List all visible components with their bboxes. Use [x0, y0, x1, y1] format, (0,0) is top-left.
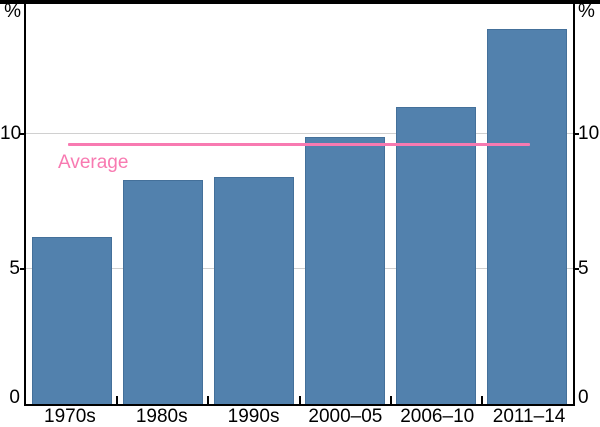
bar-1970s [31, 236, 112, 404]
bar-2000–05 [305, 136, 386, 404]
x-axis-tick [207, 396, 210, 404]
bar-2006–10 [396, 107, 477, 404]
plot-area: Average [24, 2, 575, 406]
top-rule [0, 0, 600, 4]
gridline-5 [26, 268, 573, 270]
x-axis-label: 2011–14 [492, 406, 566, 427]
x-axis-tick [116, 396, 119, 404]
x-axis-tick [298, 396, 301, 404]
bar-slot [117, 2, 208, 404]
y-axis-tick-right [575, 268, 579, 271]
x-axis-label: 2006–10 [400, 406, 475, 427]
bars [26, 2, 573, 404]
y-axis-label-left: 0 [9, 387, 20, 408]
bar-slot [391, 2, 482, 404]
y-axis-tick-right [575, 133, 579, 136]
x-axis-label: 1980s [135, 406, 188, 427]
x-axis-tick [480, 396, 483, 404]
average-line-label: Average [58, 152, 129, 173]
bar-slot [482, 2, 573, 404]
gridline-10 [26, 133, 573, 135]
y-axis-label-right: 5 [578, 258, 589, 280]
bar-slot [208, 2, 299, 404]
y-axis-label-right: 10 [578, 123, 600, 145]
y-axis-unit-right: % [578, 1, 595, 22]
bar-slot [300, 2, 391, 404]
bar-2011–14 [487, 28, 568, 404]
bar-1980s [122, 180, 203, 404]
y-axis-unit-left: % [4, 1, 21, 22]
x-axis-tick [389, 396, 392, 404]
x-axis-label: 1970s [44, 406, 96, 427]
bar-slot [26, 2, 117, 404]
y-axis-label-left: 10 [0, 123, 22, 145]
y-axis-label-right: 0 [578, 387, 589, 408]
bar-1990s [213, 177, 294, 404]
average-line [68, 143, 531, 146]
x-axis-labels: 1970s 1980s 1990s 2000–05 2006–10 2011–14 [24, 407, 575, 427]
y-axis-tick-left [20, 268, 24, 271]
x-axis-label: 1990s [227, 406, 280, 427]
x-axis-label: 2000–05 [308, 406, 383, 427]
y-axis-label-left: 5 [9, 258, 20, 280]
y-axis-tick-left [20, 133, 24, 136]
